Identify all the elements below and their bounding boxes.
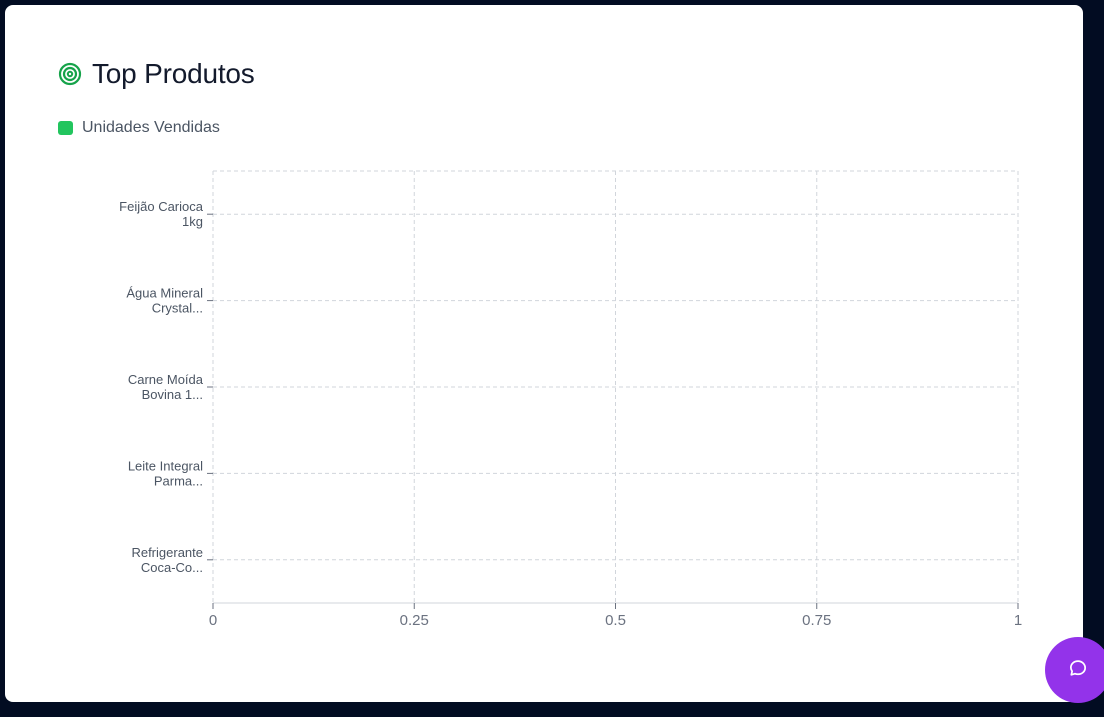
x-tick-label: 0.75 — [802, 612, 831, 629]
y-tick-label: Feijão Carioca 1kg — [119, 199, 204, 229]
x-tick-label: 0 — [209, 612, 217, 629]
x-tick-label: 0.25 — [400, 612, 429, 629]
legend-swatch — [58, 121, 73, 135]
y-tick-label: Leite Integral Parma... — [128, 458, 203, 488]
legend-label: Unidades Vendidas — [82, 119, 220, 136]
y-tick-label: Carne Moída Bovina 1... — [128, 372, 204, 402]
chart-legend[interactable]: Unidades Vendidas — [58, 119, 220, 137]
y-tick-label: Água Mineral Crystal... — [126, 286, 203, 316]
chart-title: Top Produtos — [92, 58, 255, 89]
target-icon — [58, 62, 82, 86]
chat-button[interactable] — [1045, 637, 1104, 703]
x-tick-label: 1 — [1014, 612, 1022, 629]
card-header: Top Produtos — [58, 58, 255, 90]
chat-bubble-icon — [1067, 657, 1089, 684]
y-tick-label: Refrigerante Coca-Co... — [131, 545, 203, 575]
top-products-card — [5, 5, 1083, 702]
x-tick-label: 0.5 — [605, 612, 626, 629]
